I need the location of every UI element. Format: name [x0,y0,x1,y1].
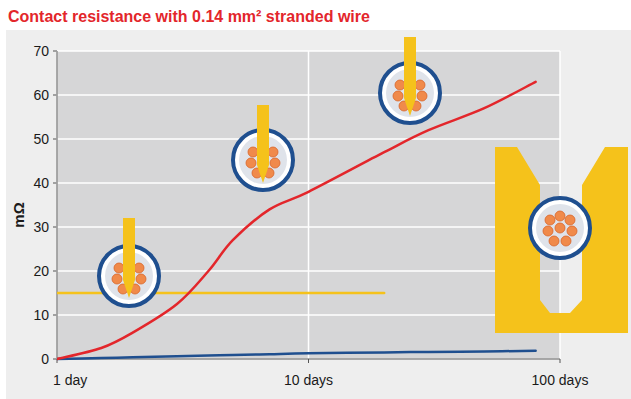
icon-ring [530,198,590,258]
x-tick-label: 100 days [532,372,589,388]
icon-strand [270,158,280,168]
chart: Contact resistance with 0.14 mm² strande… [0,0,631,399]
series-line [57,351,536,359]
icon-arrow-shaft [123,218,135,280]
plot-area [57,51,560,359]
y-tick-label: 10 [33,307,49,323]
icon-arrow-tip [404,98,416,116]
icon-strand [246,158,256,168]
icon-strand [555,223,565,233]
y-tick-label: 50 [33,131,49,147]
y-axis-label: mΩ [10,202,27,227]
icon-arrow-tip [123,280,135,298]
series-line [57,82,536,359]
icon-strand [555,211,565,221]
icon-strand [417,91,427,101]
x-grid-line [308,51,310,359]
icon-strand [268,147,278,157]
icon-strand [134,263,144,273]
background [0,0,631,399]
icon-strand [561,236,571,246]
icon-strand [565,215,575,225]
x-axis [57,359,560,360]
x-tick [308,359,309,363]
title: Contact resistance with 0.14 mm² strande… [8,8,370,25]
icon-strand [545,215,555,225]
y-tick-label: 60 [33,87,49,103]
y-tick-label: 20 [33,263,49,279]
panel [6,30,631,399]
x-tick-label: 1 day [53,372,87,388]
icon-arrow-shaft [257,105,269,165]
y-tick-label: 70 [33,43,49,59]
x-tick-label: 10 days [284,372,333,388]
icon-strand [393,91,403,101]
icon-strand [549,236,559,246]
x-grid-line [56,51,58,359]
icon-strand [415,80,425,90]
icon-strand [136,274,146,284]
y-tick-label: 40 [33,175,49,191]
icon-strand [248,147,258,157]
icon-strand [112,274,122,284]
y-axis [57,51,58,359]
series-group [57,82,536,359]
icon-strand [567,226,577,236]
fork-body [495,147,628,333]
icon-arrow-tip [257,165,269,183]
icon-strand [395,80,405,90]
icon-strand [543,226,553,236]
y-tick-label: 0 [41,351,49,367]
icon-insulation [536,204,584,252]
wire-icon [99,218,159,306]
icon-strand [114,263,124,273]
x-tick [560,359,561,363]
wire-icon [380,37,440,123]
icon-arrow-shaft [404,37,416,98]
fork-icon [495,147,628,333]
y-tick-label: 30 [33,219,49,235]
wire-icon [233,105,293,190]
